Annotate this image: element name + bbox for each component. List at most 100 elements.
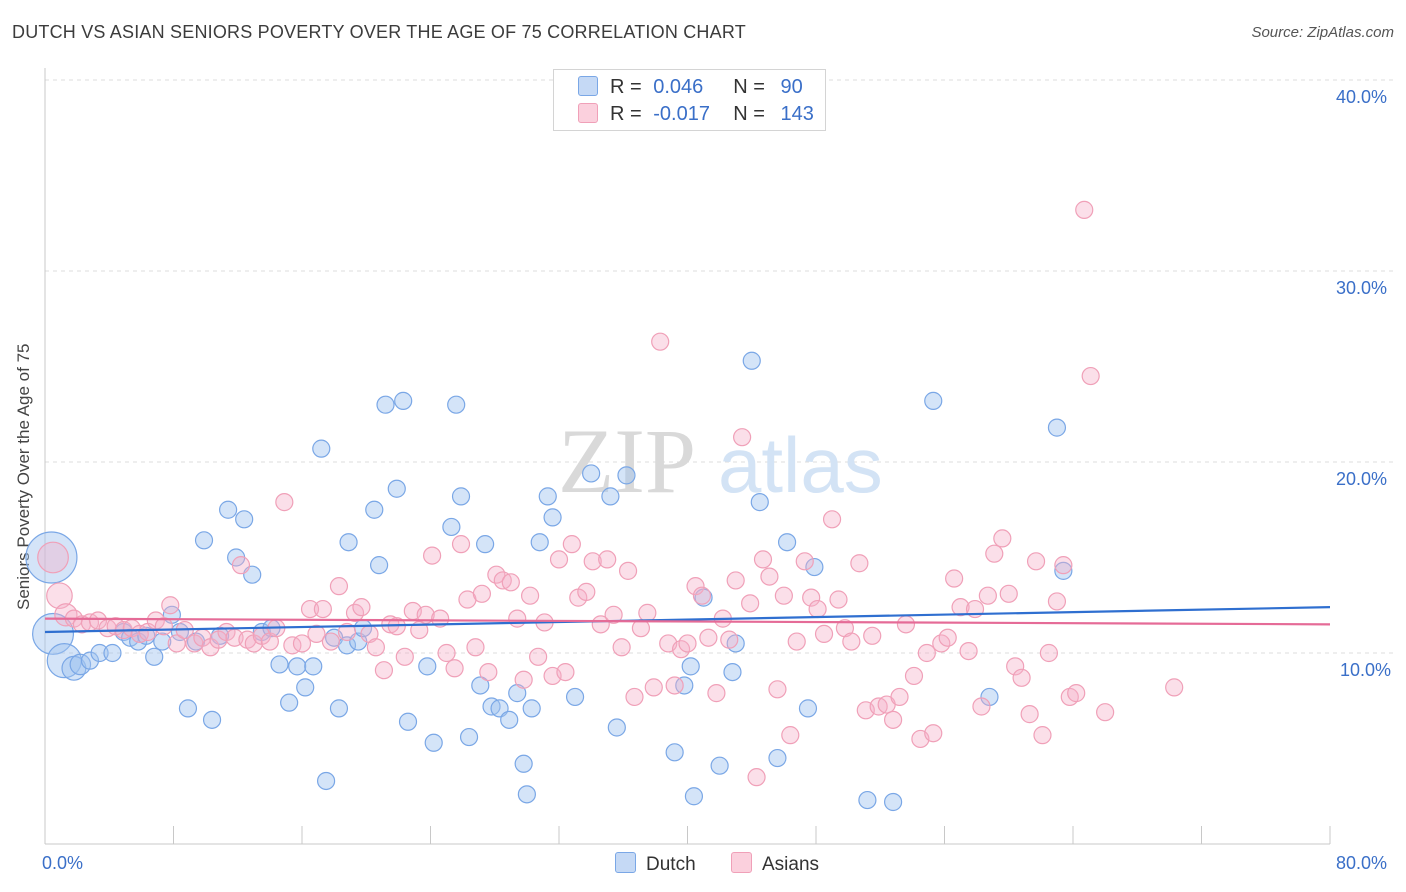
dutch-point (69, 653, 92, 676)
asians-point (583, 552, 602, 571)
legend-row-asians: R = -0.017 N = 143 (578, 103, 814, 127)
dutch-point (202, 710, 222, 729)
dutch-point (329, 699, 349, 718)
asians-point (307, 624, 326, 644)
asians-point (993, 529, 1012, 548)
asians-point (431, 609, 450, 628)
dutch-point (1047, 418, 1067, 437)
asians-point (529, 647, 548, 666)
asians-point (520, 586, 540, 605)
y-tick-40: 40.0% (1336, 87, 1388, 107)
dutch-point (601, 487, 620, 506)
dutch-point (145, 647, 164, 666)
asians-n-value: 143 (780, 103, 814, 125)
y-tick-30: 30.0% (1336, 278, 1388, 298)
asians-point (451, 535, 471, 554)
x-tick-max: 80.0% (1336, 853, 1388, 873)
dutch-point (270, 655, 289, 674)
asians-point (366, 638, 385, 657)
dutch-point (798, 699, 818, 718)
dutch-point (219, 500, 238, 519)
dutch-point (530, 533, 549, 552)
asians-point (562, 535, 581, 554)
asians-point (999, 584, 1018, 603)
dutch-point (280, 693, 299, 712)
asians-point (863, 626, 882, 645)
dutch-point (665, 743, 684, 762)
asians-point (1026, 552, 1046, 571)
asians-point (917, 643, 936, 663)
dutch-point (883, 792, 903, 812)
asians-point (154, 617, 173, 636)
x-tick-min: 0.0% (42, 853, 84, 873)
asians-point (598, 550, 617, 569)
dutch-point (543, 508, 562, 527)
dutch-trend-line (44, 606, 1331, 634)
dutch-point (459, 727, 479, 747)
asians-point (822, 510, 842, 529)
dutch-point (768, 748, 787, 768)
asians-point (423, 546, 442, 565)
dutch-point (476, 535, 495, 554)
dutch-point (387, 479, 406, 498)
dutch-point (103, 643, 122, 663)
dutch-point (538, 487, 557, 506)
asians-point (479, 662, 498, 682)
asians-point (951, 598, 970, 617)
dutch-point (398, 712, 418, 731)
asians-point (395, 647, 414, 666)
asians-point (612, 638, 631, 657)
asians-point (896, 615, 916, 634)
chart-title: DUTCH VS ASIAN SENIORS POVERTY OVER THE … (12, 22, 746, 42)
asians-point (1165, 678, 1184, 697)
asians-point (938, 628, 957, 647)
asians-point (231, 556, 251, 575)
dutch-point (394, 391, 413, 410)
asians-n-label: N = (733, 103, 765, 125)
dutch-point (710, 756, 729, 775)
asians-point (808, 599, 827, 619)
asians-point (1047, 592, 1067, 611)
asians-point (337, 622, 357, 642)
dutch-point (517, 785, 536, 804)
asians-point (904, 666, 924, 686)
dutch-point (80, 651, 100, 670)
dutch-point (370, 556, 389, 575)
asians-point (300, 599, 320, 619)
asians-point (850, 554, 869, 573)
asians-point (1054, 556, 1073, 575)
dutch-point (365, 500, 384, 519)
dutch-n-label: N = (733, 76, 765, 98)
asians-point (678, 634, 697, 653)
asians-point (508, 609, 527, 628)
asians-point (774, 586, 793, 605)
dutch-point (316, 771, 336, 791)
dutch-point (25, 531, 78, 584)
asians-point (1096, 703, 1115, 722)
asians-point (37, 541, 69, 574)
asians-point (1020, 705, 1039, 724)
asians-point (88, 611, 108, 630)
asians-point (1033, 726, 1052, 745)
asians-point (46, 582, 73, 610)
asians-point (829, 590, 848, 609)
dutch-point (235, 510, 254, 529)
asians-point (890, 687, 909, 707)
dutch-point (684, 787, 704, 806)
source-label: Source: ZipAtlas.com (1251, 24, 1394, 41)
asians-point (1006, 657, 1025, 676)
dutch-legend-icon (615, 852, 636, 873)
asians-r-label: R = (610, 103, 642, 125)
dutch-point (514, 754, 533, 773)
dutch-point (805, 557, 824, 577)
asians-point (329, 577, 349, 596)
asians-point (692, 586, 712, 605)
dutch-point (742, 351, 761, 370)
dutch-point (471, 676, 490, 695)
dutch-point (500, 710, 519, 729)
dutch-point (178, 699, 198, 718)
asians-point (959, 641, 978, 661)
dutch-r-label: R = (610, 76, 642, 98)
asians-point (416, 605, 435, 624)
asians-point (321, 632, 341, 651)
